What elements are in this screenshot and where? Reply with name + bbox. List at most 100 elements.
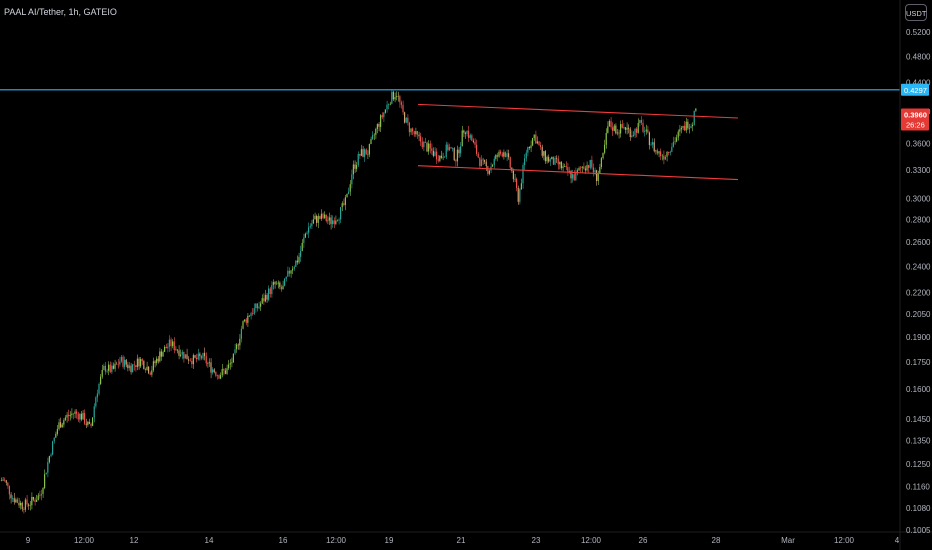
candle-body <box>380 115 382 127</box>
price-tick-label: 0.3600 <box>906 139 931 148</box>
candle-body <box>5 480 7 483</box>
time-tick-label: 9 <box>26 536 31 545</box>
candle-body <box>573 174 575 181</box>
channel-lower-line[interactable] <box>417 165 739 181</box>
candle-body <box>68 414 70 417</box>
candle-body <box>340 207 342 220</box>
candle-body <box>567 167 569 173</box>
candle-body <box>436 151 438 160</box>
candle-body <box>0 480 3 482</box>
candle-body <box>546 157 548 162</box>
candle-body <box>44 474 46 488</box>
candle-body <box>479 157 481 167</box>
price-tick-label: 0.4400 <box>906 79 931 88</box>
candle-body <box>4 479 6 481</box>
candle-body <box>416 131 418 135</box>
candle-body <box>306 232 308 234</box>
price-tick-label: 0.2050 <box>906 310 931 319</box>
candle-body <box>63 420 65 425</box>
candle-body <box>664 156 666 160</box>
candle-body <box>237 344 239 346</box>
candle-body <box>426 142 428 152</box>
candle-body <box>381 115 383 118</box>
candle-body <box>279 282 281 287</box>
candle-body <box>93 406 95 418</box>
candle-body <box>256 303 258 309</box>
candle-body <box>410 128 412 133</box>
candle-body <box>588 165 590 168</box>
candle-body <box>269 288 271 294</box>
channel-upper-line[interactable] <box>417 103 739 119</box>
price-tick-label: 0.4800 <box>906 52 931 61</box>
candle-body <box>597 173 599 182</box>
time-tick-label: 23 <box>532 536 541 545</box>
candle-body <box>255 303 257 309</box>
time-tick-label: 28 <box>712 536 721 545</box>
candle-body <box>648 132 650 145</box>
candle-body <box>165 346 167 349</box>
candle-body <box>509 157 511 168</box>
candle-body <box>668 151 670 153</box>
price-tick-label: 0.1250 <box>906 460 931 469</box>
candle-body <box>164 346 166 352</box>
candle-body <box>471 135 473 141</box>
candle-body <box>95 397 97 407</box>
candle-body <box>631 135 633 138</box>
candle-body <box>428 143 430 152</box>
candle-body <box>7 482 9 486</box>
candle-body <box>472 140 474 143</box>
candle-body <box>672 141 674 147</box>
candle-body <box>412 128 414 132</box>
candle-body <box>13 498 15 503</box>
candle-body <box>591 159 593 168</box>
price-tick-label: 0.1350 <box>906 437 931 446</box>
candle-body <box>383 112 385 118</box>
candle-body <box>551 156 553 160</box>
candle-body <box>24 499 26 510</box>
candle-body <box>77 413 79 420</box>
candle-body <box>34 499 36 502</box>
candle-body <box>522 165 524 184</box>
candle-body <box>167 346 169 349</box>
candle-body <box>437 159 439 161</box>
candle-body <box>282 285 284 290</box>
candle-body <box>359 153 361 156</box>
candle-body <box>674 141 676 143</box>
candle-body <box>536 141 538 144</box>
candle-body <box>133 364 135 366</box>
candle-body <box>183 351 185 359</box>
candle-body <box>266 294 268 300</box>
candle-body <box>543 151 545 156</box>
candle-body <box>538 141 540 146</box>
candle-body <box>303 237 305 243</box>
candle-body <box>476 144 478 154</box>
candle-body <box>362 149 364 157</box>
candle-body <box>42 487 44 494</box>
candle-body <box>260 303 262 307</box>
candle-body <box>442 157 444 159</box>
candle-body <box>644 131 646 132</box>
candle-body <box>365 149 367 155</box>
candle-body <box>31 496 33 506</box>
candle-body <box>215 372 217 376</box>
currency-button[interactable]: USDT <box>905 4 927 21</box>
candle-body <box>114 363 116 369</box>
candle-body <box>74 411 76 414</box>
candle-body <box>141 359 143 362</box>
time-axis[interactable]: 9 12:00 12 14 16 12:00 19 21 23 12:00 26 28 Mar 12:00… <box>26 536 900 545</box>
candle-body <box>487 166 489 174</box>
candle-body <box>503 152 505 157</box>
price-tick-label: 0.1005 <box>906 526 931 535</box>
candle-body <box>524 158 526 166</box>
candle-body <box>421 141 423 148</box>
candle-body <box>432 150 434 156</box>
candle-body <box>608 120 610 127</box>
candle-body <box>144 368 146 371</box>
candle-body <box>248 315 250 317</box>
candle-body <box>101 369 103 377</box>
candle-body <box>594 170 596 173</box>
candle-body <box>477 153 479 158</box>
horizontal-line-price-label: 0.4297 <box>904 86 927 95</box>
